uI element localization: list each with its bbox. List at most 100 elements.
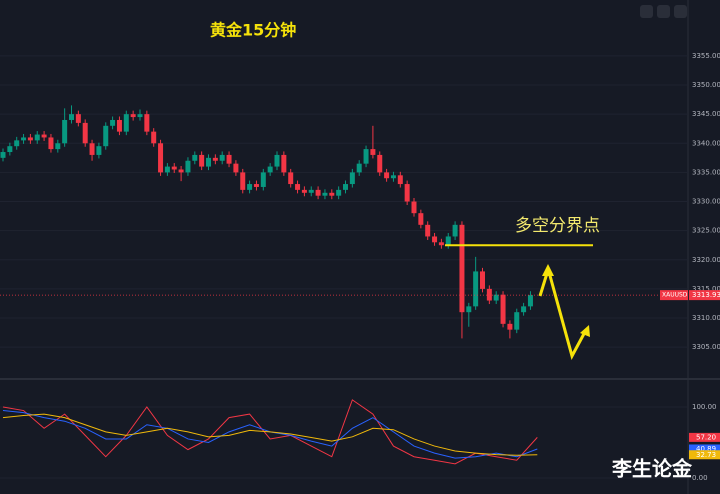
candle-body xyxy=(521,306,527,313)
candle-body xyxy=(89,143,95,155)
candle-body xyxy=(48,137,54,150)
candle-body xyxy=(96,146,102,155)
candle-body xyxy=(384,172,390,179)
candle-body xyxy=(247,184,253,190)
watermark: 李生论金 xyxy=(611,457,693,481)
arrowhead xyxy=(542,264,554,276)
candle-body xyxy=(212,157,218,161)
candle-body xyxy=(69,114,74,120)
value-label: 40.89 xyxy=(696,445,716,453)
y-tick-label: 3350.00 xyxy=(692,81,720,89)
y-tick-label: 3345.00 xyxy=(692,110,720,118)
candle-body xyxy=(308,189,314,193)
symbol-tag xyxy=(660,290,688,301)
candle-body xyxy=(233,163,239,173)
candle-body xyxy=(0,152,6,158)
candle-body xyxy=(192,154,198,161)
y-tick-label: 3320.00 xyxy=(692,256,720,264)
value-tag xyxy=(689,444,720,454)
candle-body xyxy=(103,125,109,147)
candle-body xyxy=(206,157,211,167)
y-tick-label: 0.00 xyxy=(692,474,708,482)
y-tick-label: 3355.00 xyxy=(692,52,720,60)
candle-body xyxy=(260,172,266,187)
candle-body xyxy=(445,236,451,246)
candle-body xyxy=(151,131,157,144)
y-tick-label: 100.00 xyxy=(692,403,717,411)
arrowhead xyxy=(580,325,590,337)
toolbar-button[interactable] xyxy=(640,5,653,18)
candle-body xyxy=(253,184,259,187)
candle-body xyxy=(425,224,431,237)
candle-body xyxy=(219,154,225,161)
candle-body xyxy=(21,137,27,141)
value-tag xyxy=(689,432,720,442)
candle-body xyxy=(130,114,136,118)
y-tick-label: 3340.00 xyxy=(692,139,720,147)
candle-body xyxy=(404,184,410,202)
candle-body xyxy=(137,114,143,118)
candle-body xyxy=(171,166,177,170)
candle-body xyxy=(82,122,88,144)
price-tag xyxy=(689,290,720,301)
indicator-line xyxy=(2,399,538,465)
candle-body xyxy=(432,236,438,243)
candle-body xyxy=(356,163,362,173)
candle-body xyxy=(14,140,20,147)
candle-body xyxy=(178,169,184,173)
price-label: 3313.93 xyxy=(692,291,720,299)
candle-body xyxy=(459,224,465,313)
candle-body xyxy=(473,271,479,307)
candle-body xyxy=(315,189,321,196)
indicator-line xyxy=(2,413,538,456)
candle-body xyxy=(301,189,307,193)
candle-body xyxy=(281,154,287,173)
toolbar xyxy=(640,5,687,18)
y-tick-label: 3325.00 xyxy=(692,227,720,235)
candle-body xyxy=(418,213,424,225)
candle-body xyxy=(288,172,294,185)
y-tick-label: 3315.00 xyxy=(692,285,720,293)
candle-body xyxy=(62,119,68,144)
candle-body xyxy=(295,184,301,190)
value-label: 32.73 xyxy=(696,451,716,459)
candle-body xyxy=(7,146,13,153)
plot xyxy=(0,105,688,465)
y-tick-label: 3310.00 xyxy=(692,314,720,322)
candle-body xyxy=(466,306,472,313)
candle-body xyxy=(370,149,376,155)
arrows xyxy=(538,264,590,361)
candle-body xyxy=(411,201,417,214)
y-tick-label: 3305.00 xyxy=(692,343,720,351)
y-tick-label: 3330.00 xyxy=(692,198,720,206)
candle-body xyxy=(267,166,273,173)
candle-body xyxy=(144,114,150,132)
value-tag xyxy=(689,450,720,460)
candle-body xyxy=(397,175,403,185)
candle-body xyxy=(110,119,116,126)
value-label: 57.20 xyxy=(696,433,716,441)
candle-body xyxy=(452,224,458,237)
candle-body xyxy=(164,166,170,173)
arrow xyxy=(547,271,588,361)
grid xyxy=(0,55,688,479)
candle-body xyxy=(274,154,280,167)
candle-body xyxy=(390,175,396,179)
candle-body xyxy=(500,294,506,324)
candle-body xyxy=(116,119,122,132)
candle-body xyxy=(185,160,191,173)
candle-body xyxy=(480,271,485,289)
candle-body xyxy=(27,137,33,141)
candle-body xyxy=(322,192,328,196)
candle-body xyxy=(329,192,335,196)
candle-body xyxy=(226,154,232,164)
chart-title: 黄金15分钟 xyxy=(210,21,296,40)
candle-body xyxy=(41,134,47,138)
candle-body xyxy=(514,312,520,330)
candle-body xyxy=(507,323,513,330)
toolbar-button[interactable] xyxy=(674,5,687,18)
toolbar-button[interactable] xyxy=(657,5,670,18)
candle-body xyxy=(55,143,61,150)
candle-body xyxy=(486,288,492,301)
